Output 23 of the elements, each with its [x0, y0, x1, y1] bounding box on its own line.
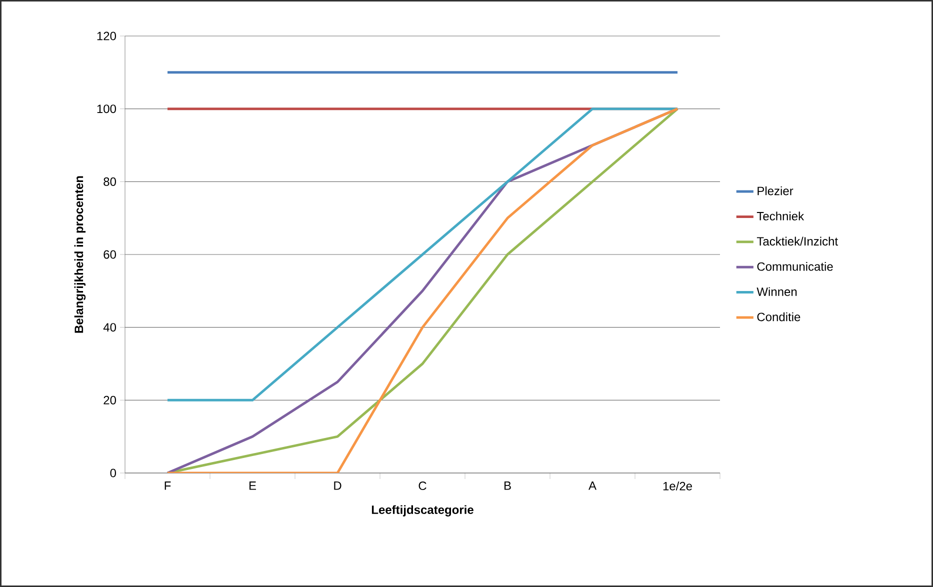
- legend-label: Techniek: [756, 212, 804, 220]
- y-tick-label: 80: [104, 177, 116, 186]
- x-tick-label: D: [334, 482, 342, 490]
- x-tick-label: C: [418, 482, 426, 490]
- y-tick-label: 0: [110, 468, 116, 478]
- y-tick-label: 40: [103, 323, 116, 332]
- line-series: [166, 108, 679, 402]
- x-axis-title: Leeftijdscategorie: [372, 505, 474, 516]
- x-tick-label: 1e/2e: [663, 482, 692, 490]
- y-tick-label: 100: [97, 104, 116, 114]
- legend-label: Communicatie: [757, 262, 833, 271]
- x-tick-label: B: [504, 482, 511, 490]
- x-tick-label: F: [164, 482, 171, 490]
- legend-label: Winnen: [756, 287, 797, 296]
- y-axis-title: Belangrijkheid in procenten: [74, 176, 86, 333]
- y-tick-label: 20: [104, 396, 116, 404]
- y-tick-label: 120: [97, 32, 116, 40]
- x-tick-label: A: [588, 482, 596, 490]
- legend-label: Plezier: [758, 186, 794, 196]
- legend-label: Conditie: [757, 312, 800, 322]
- x-tick-label: E: [249, 482, 256, 490]
- y-tick-label: 60: [104, 250, 116, 259]
- legend-label: Tacktiek/Inzicht: [756, 236, 838, 246]
